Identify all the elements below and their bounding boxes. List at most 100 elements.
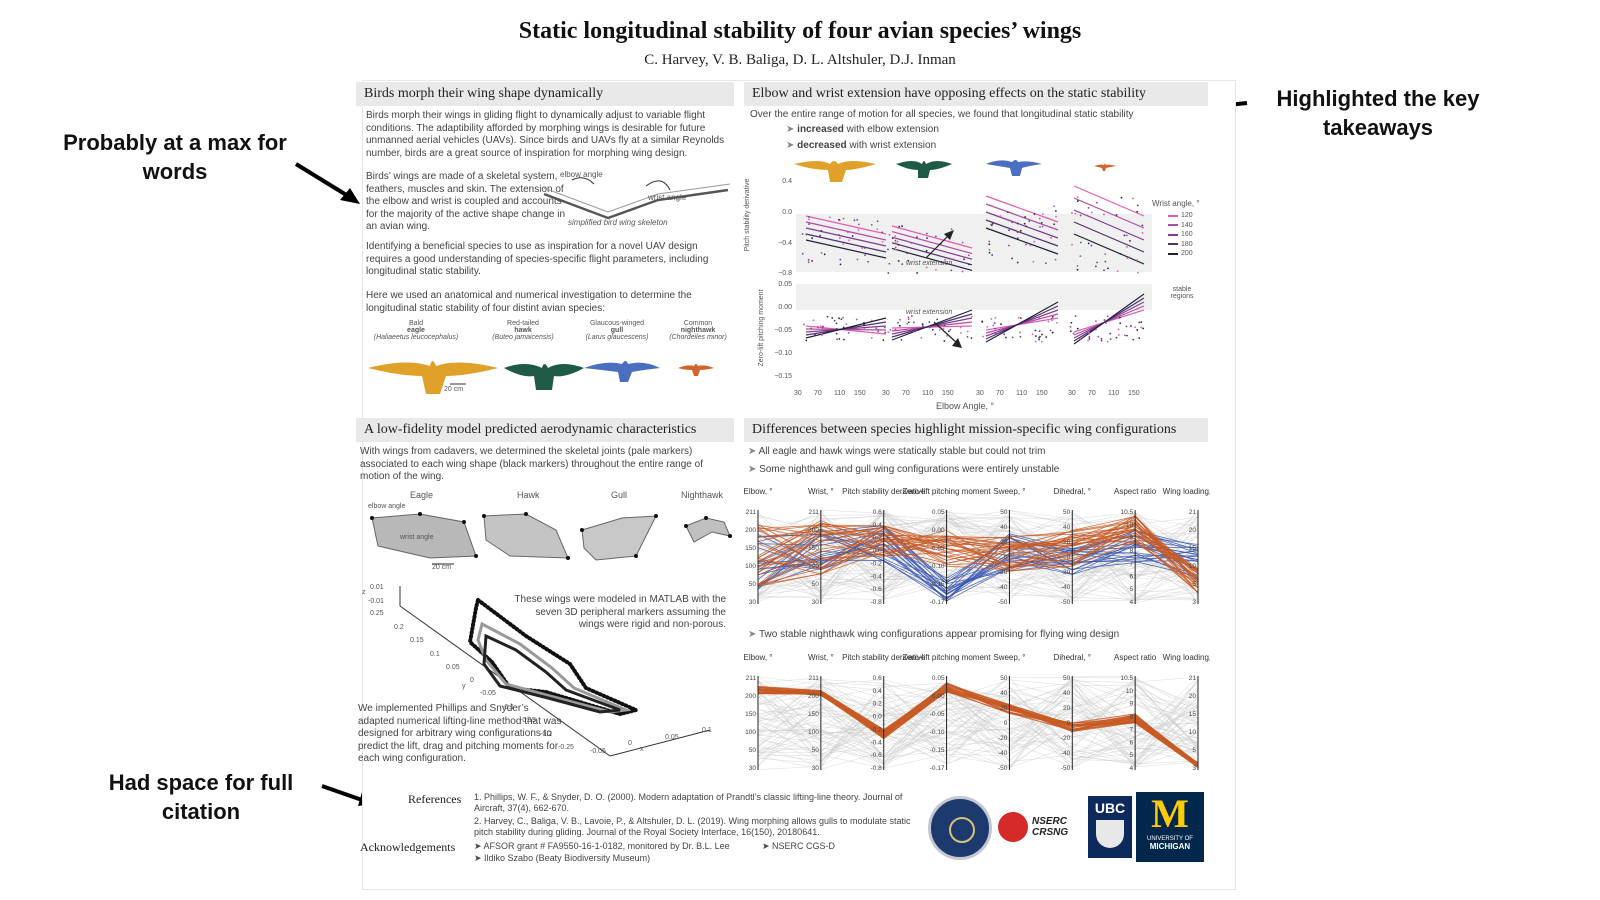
scatter-point [1137, 271, 1139, 274]
scatter-point [1076, 196, 1079, 199]
parallel-axis-tick: -50 [1061, 599, 1071, 606]
scatter-point [915, 329, 918, 332]
scatter-point [1104, 260, 1107, 263]
y-tick: 0.05 [446, 664, 460, 671]
scatter-point [1138, 337, 1141, 340]
michigan-block-m: M [1151, 791, 1189, 836]
scatter-point [836, 338, 838, 341]
scatter-point [1039, 226, 1041, 228]
configuration-line [757, 512, 1199, 604]
parallel-axis-tick: 0.2 [873, 535, 882, 542]
parallel-axis-tick: 15 [1189, 711, 1197, 718]
parallel-axis-tick: 10 [1189, 563, 1197, 570]
michigan-text-2: MICHIGAN [1149, 842, 1191, 851]
y-tick: 0.2 [394, 624, 404, 631]
parallel-axis-label: Wing loading, kg/m² [1163, 653, 1210, 662]
parallel-axis-tick: 6 [1130, 739, 1134, 746]
scatter-point [838, 218, 840, 221]
configuration-line [757, 680, 1199, 762]
scatter-point [887, 331, 890, 334]
parallel-axis-label: Elbow, ° [744, 487, 773, 496]
parallel-axis-tick: 30 [812, 765, 820, 772]
axis-z: z [362, 589, 366, 596]
scatter-point [847, 231, 849, 234]
scatter-point [1136, 204, 1139, 207]
configuration-line [757, 528, 1199, 586]
regression-line [805, 221, 887, 241]
scatter-point [838, 338, 841, 340]
scatter-point [866, 324, 868, 327]
scatter-point [1096, 261, 1099, 264]
regression-line [985, 301, 1059, 343]
bird-silhouettes [368, 361, 714, 394]
scatter-point [920, 336, 923, 339]
parallel-axis-tick: 10.5 [1120, 509, 1133, 516]
x-tick: 70 [996, 390, 1004, 397]
scatter-point [881, 231, 884, 234]
configuration-line [757, 688, 1199, 768]
scatter-point [898, 225, 901, 228]
configuration-line [757, 703, 1199, 765]
scatter-point [949, 328, 952, 331]
species-nighthawk-pre: Common [683, 320, 713, 327]
regression-line [1073, 209, 1145, 241]
parallel-axis-tick: 50 [1000, 675, 1008, 682]
scatter-point [928, 321, 931, 323]
parallel-axis-tick: 100 [808, 729, 819, 736]
scatter-point [845, 323, 848, 326]
bullet-stable-nighthawk: ➤ Two stable nighthawk wing configuratio… [748, 629, 1119, 642]
scatter-point [1019, 317, 1022, 319]
legend-item: 180 [1168, 240, 1193, 250]
scatter-point [842, 326, 845, 329]
regression-line [891, 242, 973, 266]
parallel-axis-label: Sweep, ° [993, 487, 1025, 496]
scatter-point [934, 235, 937, 238]
parallel-axis-tick: 20 [1063, 705, 1071, 712]
parallel-axis-tick: 9 [1130, 535, 1134, 542]
scatter-point [1097, 335, 1100, 338]
configuration-line [757, 680, 1199, 739]
scatter-point [1118, 316, 1121, 319]
scatter-point [805, 233, 808, 236]
configuration-line [757, 680, 1199, 767]
scatter-point [1126, 334, 1128, 337]
y-tick: -0.15 [520, 717, 536, 724]
legend-item: 160 [1168, 230, 1193, 240]
bullet-arrow-icon: ➤ [748, 446, 759, 457]
scatter-point [1019, 335, 1022, 338]
parallel-axis-tick: 50 [1063, 509, 1071, 516]
scatter-point [1016, 222, 1019, 225]
scatter-point [883, 326, 886, 329]
parallel-axis-tick: 50 [812, 747, 820, 754]
species-nighthawk: Common nighthawk (Chordeiles minor) [660, 320, 736, 341]
legend-item: 120 [1168, 211, 1193, 221]
scatter-point [913, 331, 915, 333]
reference-item: 1. Phillips, W. F., & Snyder, D. O. (200… [474, 792, 903, 813]
parallel-axis-label: Wing loading, kg/m² [1163, 487, 1210, 496]
scatter-point [948, 317, 951, 320]
nserc-text: NSERC [1032, 816, 1068, 827]
scatter-point [991, 254, 994, 256]
scatter-point [1106, 315, 1109, 318]
scatter-point [842, 217, 845, 220]
parallel-axis-tick: 100 [745, 563, 756, 570]
section1-para1: Birds morph their wings in gliding fligh… [366, 110, 725, 159]
scatter-point [820, 229, 823, 232]
scatter-point [993, 322, 996, 325]
scatter-point [1031, 333, 1034, 336]
scatter-point [897, 243, 900, 246]
scatter-point [906, 322, 909, 325]
parallel-axis-tick: 0.4 [873, 522, 882, 529]
configuration-line [757, 679, 1199, 764]
parallel-axis-tick: 200 [808, 693, 819, 700]
regression-line [805, 317, 887, 339]
scatter-point [1045, 336, 1048, 338]
species-nighthawk-name: nighthawk [680, 327, 716, 334]
configuration-line [757, 509, 1199, 596]
references-label: References [408, 792, 462, 806]
scatter-point [1024, 322, 1027, 325]
parallel-axis-tick: 0.05 [932, 675, 945, 682]
scatter-point [1090, 244, 1093, 247]
scatter-point [1088, 336, 1091, 338]
scatter-point [1074, 212, 1077, 215]
